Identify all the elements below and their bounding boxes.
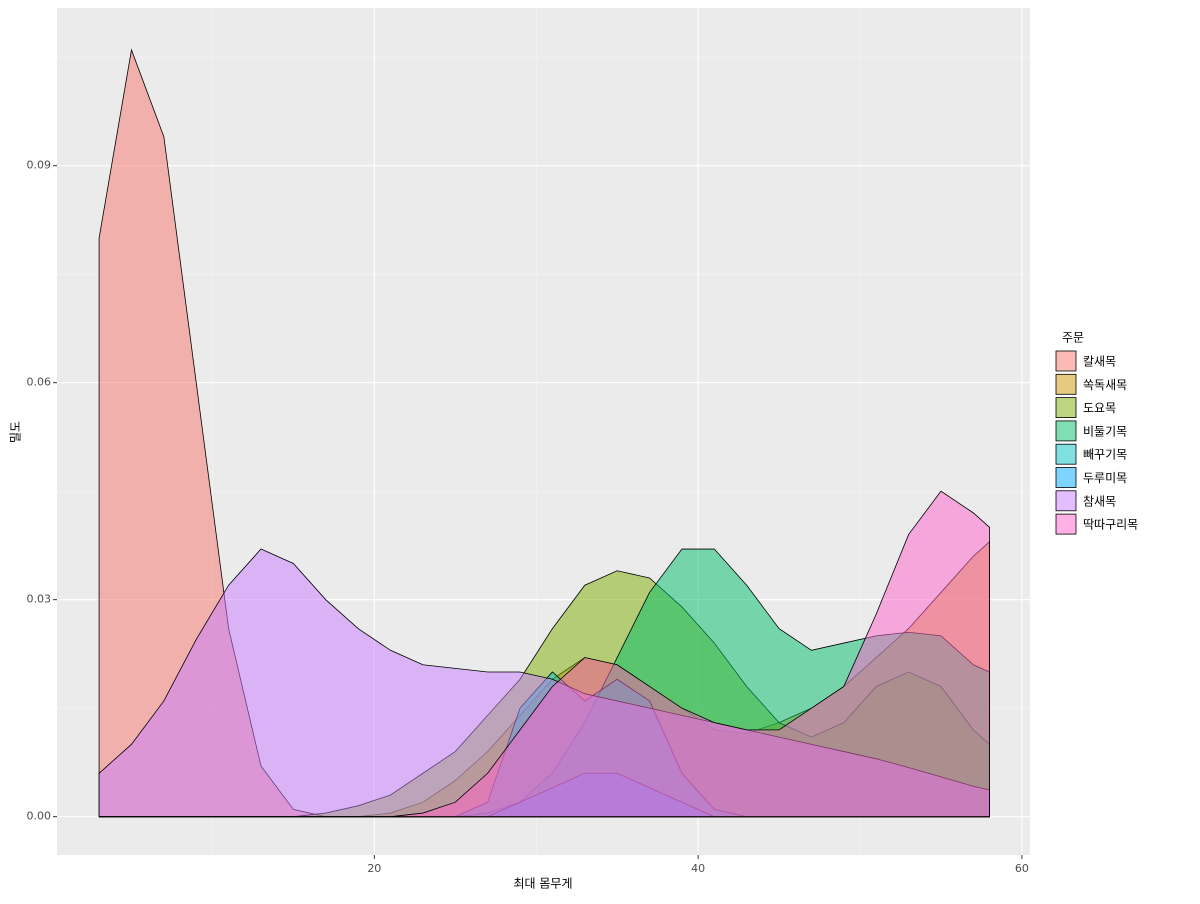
legend-label: 비둘기목 — [1083, 424, 1127, 438]
legend-label: 도요목 — [1083, 401, 1116, 415]
areas — [98, 48, 990, 818]
legend-label: 딱따구리목 — [1083, 518, 1138, 532]
legend-key — [1055, 467, 1077, 488]
legend-label: 쏙독새목 — [1083, 378, 1127, 392]
legend-title: 주문 — [1062, 331, 1084, 345]
legend-key — [1055, 443, 1077, 465]
legend-label: 두루미목 — [1083, 471, 1127, 485]
legend-label: 칼새목 — [1083, 355, 1116, 369]
legend-key — [1055, 350, 1077, 372]
legend-key — [1055, 420, 1077, 442]
y-tick-label: 0.00 — [27, 810, 52, 823]
legend-key — [1055, 373, 1077, 395]
x-tick-label: 60 — [1015, 862, 1029, 875]
x-tick-label: 20 — [367, 862, 381, 875]
x-axis-label: 최대 몸무게 — [513, 877, 572, 891]
density-area — [99, 490, 990, 818]
legend-key — [1055, 513, 1077, 535]
y-axis-label: 밀도 — [9, 421, 23, 443]
x-tick-label: 40 — [691, 862, 705, 875]
ticks: 20 40 60 0.00 0.03 0.06 0.09 — [27, 159, 1029, 875]
legend-label: 빼꾸기목 — [1083, 448, 1127, 462]
y-tick-label: 0.09 — [27, 159, 52, 172]
y-tick-label: 0.06 — [27, 376, 52, 389]
legend-label: 참새목 — [1083, 494, 1116, 508]
y-tick-label: 0.03 — [27, 593, 52, 606]
legend-key — [1055, 490, 1077, 512]
legend-key — [1055, 397, 1077, 419]
